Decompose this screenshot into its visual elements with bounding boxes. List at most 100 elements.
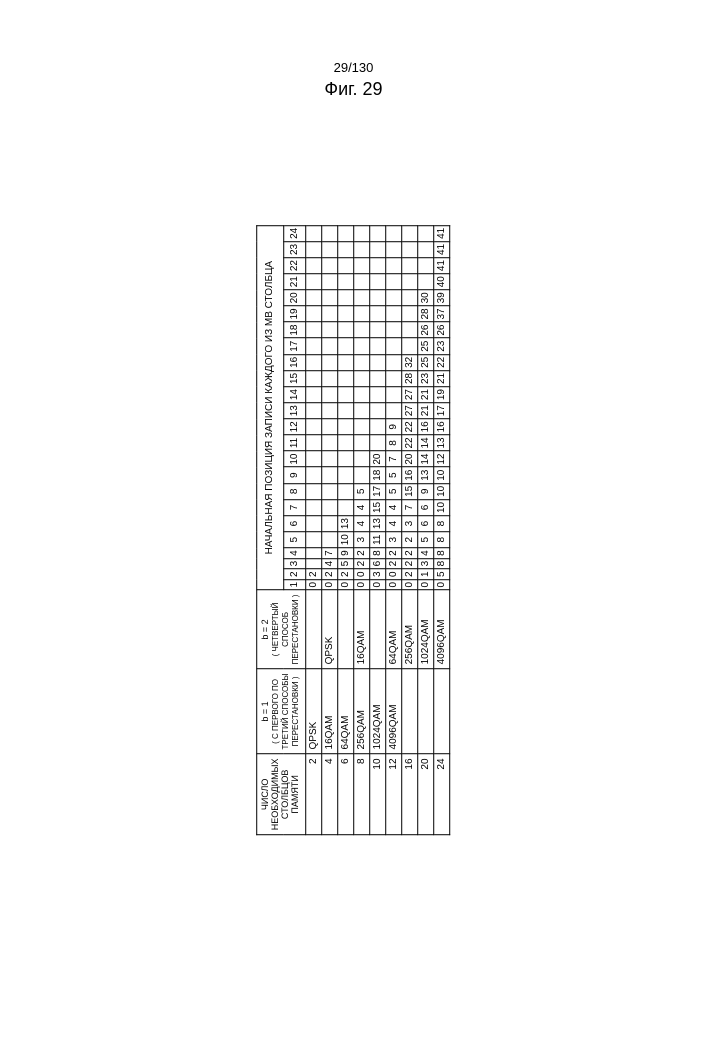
cell-value: 5 (433, 569, 449, 580)
col-number: 5 (284, 532, 306, 548)
cell-mod-b2: 256QAM (401, 590, 417, 669)
cell-value: 8 (385, 435, 401, 451)
cell-value (353, 274, 369, 290)
cell-mod-b2: 16QAM (353, 590, 369, 669)
cell-value (321, 258, 337, 274)
cell-value (369, 290, 385, 306)
cell-value: 1 (417, 569, 433, 580)
cell-value (353, 354, 369, 370)
cell-value (369, 258, 385, 274)
cell-value (321, 290, 337, 306)
cell-value (321, 241, 337, 257)
cell-value (385, 225, 401, 241)
cell-value: 14 (417, 435, 433, 451)
col-number: 10 (284, 451, 306, 467)
cell-value: 41 (433, 258, 449, 274)
cell-value (369, 419, 385, 435)
cell-value: 25 (417, 338, 433, 354)
cell-value: 8 (433, 558, 449, 569)
cell-value (353, 370, 369, 386)
cell-mod-b1: 256QAM (353, 669, 369, 754)
cell-value (305, 516, 321, 532)
cell-numcols: 10 (369, 754, 385, 835)
cell-numcols: 16 (401, 754, 417, 835)
col-number: 18 (284, 322, 306, 338)
cell-value: 18 (369, 467, 385, 483)
cell-value: 20 (401, 451, 417, 467)
cell-value: 2 (353, 558, 369, 569)
cell-value (337, 354, 353, 370)
cell-value (369, 225, 385, 241)
cell-value (305, 306, 321, 322)
cell-numcols: 4 (321, 754, 337, 835)
cell-value (337, 306, 353, 322)
cell-value: 9 (337, 548, 353, 559)
cell-value (305, 467, 321, 483)
cell-value (337, 241, 353, 257)
cell-value: 5 (385, 467, 401, 483)
cell-value (305, 322, 321, 338)
cell-value (353, 435, 369, 451)
cell-value: 4 (385, 516, 401, 532)
cell-value (353, 387, 369, 403)
cell-value (369, 387, 385, 403)
cell-value: 3 (417, 558, 433, 569)
cell-value (369, 274, 385, 290)
col-number: 6 (284, 516, 306, 532)
cell-value: 0 (353, 569, 369, 580)
cell-value (385, 241, 401, 257)
cell-value (305, 532, 321, 548)
cell-value: 8 (433, 548, 449, 559)
cell-numcols: 6 (337, 754, 353, 835)
cell-value: 0 (385, 579, 401, 590)
cell-value (305, 419, 321, 435)
cell-value: 6 (369, 558, 385, 569)
cell-value: 22 (401, 419, 417, 435)
cell-value (337, 483, 353, 499)
cell-value (337, 258, 353, 274)
cell-value (321, 306, 337, 322)
cell-value: 3 (385, 532, 401, 548)
cell-value (305, 451, 321, 467)
cell-value: 13 (417, 467, 433, 483)
cell-value: 3 (369, 569, 385, 580)
cell-value (369, 370, 385, 386)
cell-mod-b2 (305, 590, 321, 669)
cell-value (305, 258, 321, 274)
cell-value (337, 370, 353, 386)
cell-value (337, 467, 353, 483)
cell-value (401, 290, 417, 306)
cell-value: 19 (433, 387, 449, 403)
header-b2: b = 2( ЧЕТВЕРТЫЙСПОСОБПЕРЕСТАНОВКИ ) (257, 590, 306, 669)
figure-title: Фиг. 29 (0, 79, 707, 100)
header-b1: b = 1( С ПЕРВОГО ПОТРЕТИЙ СПОСОБЫПЕРЕСТА… (257, 669, 306, 754)
cell-value: 2 (305, 569, 321, 580)
cell-value (321, 322, 337, 338)
cell-value (369, 338, 385, 354)
cell-mod-b1: QPSK (305, 669, 321, 754)
cell-mod-b1: 1024QAM (369, 669, 385, 754)
cell-mod-b1: 16QAM (321, 669, 337, 754)
cell-value (305, 354, 321, 370)
col-number: 16 (284, 354, 306, 370)
cell-mod-b2 (369, 590, 385, 669)
col-number: 13 (284, 403, 306, 419)
cell-value: 4 (385, 499, 401, 515)
cell-value: 30 (417, 290, 433, 306)
cell-value: 26 (417, 322, 433, 338)
cell-value (337, 387, 353, 403)
cell-value: 7 (321, 548, 337, 559)
cell-value (385, 290, 401, 306)
cell-value: 27 (401, 403, 417, 419)
col-number: 17 (284, 338, 306, 354)
cell-value: 7 (401, 499, 417, 515)
cell-value: 10 (433, 483, 449, 499)
cell-value (417, 241, 433, 257)
cell-value: 15 (401, 483, 417, 499)
cell-value (353, 419, 369, 435)
cell-value (401, 274, 417, 290)
cell-value (305, 435, 321, 451)
cell-value: 13 (369, 516, 385, 532)
cell-mod-b1: 4096QAM (385, 669, 401, 754)
cell-value: 9 (385, 419, 401, 435)
